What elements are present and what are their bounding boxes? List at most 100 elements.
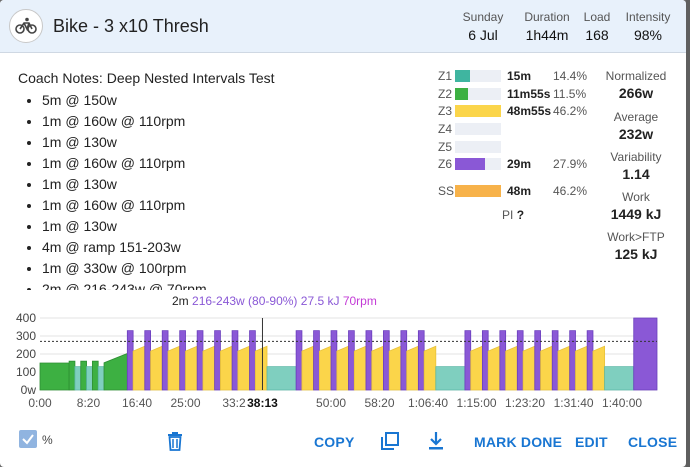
- y-tick-label: 300: [16, 329, 36, 343]
- stat-label: Intensity: [625, 10, 671, 24]
- interval-step: 5m @ 150w: [42, 90, 412, 111]
- zone-bar-track: [455, 105, 501, 117]
- x-tick-label: 58:20: [365, 396, 395, 410]
- download-icon: [429, 432, 443, 450]
- power-chart[interactable]: 400 300 200 100 0w0:00 8:20 16:40 25:00 33:2 38:1…: [0, 306, 686, 414]
- interval-bar: [569, 330, 576, 391]
- interval-bar: [633, 317, 658, 391]
- interval-bar: [97, 366, 105, 391]
- zone-bar-fill: [455, 158, 485, 170]
- copy-icon: [381, 432, 399, 450]
- x-tick-label: 8:20: [77, 396, 101, 410]
- stat-date: Sunday 6 Jul: [458, 10, 508, 43]
- y-tick-label: 0w: [21, 383, 37, 397]
- zone-bar-track: [455, 123, 501, 135]
- metric-label: Work>FTP: [607, 230, 665, 244]
- interval-bar: [417, 330, 425, 391]
- zone-time: 29m: [507, 157, 532, 171]
- y-tick-label: 400: [16, 311, 36, 325]
- y-tick-label: 200: [16, 347, 36, 361]
- interval-step: 1m @ 160w @ 110rpm: [42, 153, 412, 174]
- interval-bar: [371, 345, 384, 391]
- mark-done-button[interactable]: MARK DONE: [474, 434, 563, 450]
- interval-bar: [86, 366, 93, 391]
- x-tick-label: 1:23:20: [505, 396, 545, 410]
- pi-label: PI: [502, 208, 514, 222]
- interval-bar: [551, 330, 559, 391]
- zone-percent: 14.4%: [553, 69, 588, 83]
- interval-bar: [353, 345, 367, 391]
- interval-step: 1m @ 130w: [42, 216, 412, 237]
- zone-label: Z6: [438, 157, 453, 171]
- metric-value: 125 kJ: [614, 246, 658, 262]
- zone-bar-track: [455, 158, 501, 170]
- metric-variability: Variability 1.14: [596, 150, 676, 182]
- interval-bar: [295, 330, 303, 391]
- interval-bar: [575, 345, 588, 391]
- interval-bar: [557, 345, 571, 391]
- dialog-header: Bike - 3 x10 Thresh Sunday 6 Jul Duratio…: [0, 0, 686, 53]
- background-page-edge: [686, 0, 690, 467]
- y-tick-label: 100: [16, 365, 36, 379]
- zone-percent: 46.2%: [553, 184, 588, 198]
- duplicate-button[interactable]: [380, 431, 400, 456]
- interval-bar: [39, 362, 70, 391]
- interval-bar: [185, 345, 198, 391]
- metric-value: 232w: [618, 126, 654, 142]
- stat-value: 168: [585, 27, 609, 43]
- interval-step: 1m @ 160w @ 110rpm: [42, 195, 412, 216]
- hover-work: 27.5 kJ: [300, 294, 340, 308]
- trash-icon: [168, 432, 182, 451]
- interval-bar: [318, 345, 332, 391]
- interval-bar: [144, 330, 151, 391]
- x-tick-label: 25:00: [171, 396, 201, 410]
- interval-bar: [74, 366, 82, 391]
- interval-bar: [220, 345, 233, 391]
- pi-value: ?: [516, 208, 525, 222]
- interval-bar: [534, 330, 541, 391]
- interval-bar: [540, 345, 553, 391]
- metric-average: Average 232w: [596, 110, 676, 142]
- interval-bar: [68, 360, 76, 391]
- close-button[interactable]: CLOSE: [628, 434, 678, 450]
- interval-step: 4m @ ramp 151-203w: [42, 237, 412, 258]
- x-tick-label: 50:00: [316, 396, 346, 410]
- zone-time: 48m55s: [507, 104, 552, 118]
- copy-button[interactable]: COPY: [314, 434, 355, 450]
- interval-step: 1m @ 330w @ 100rpm: [42, 258, 412, 279]
- stat-value: 98%: [633, 27, 663, 43]
- download-button[interactable]: [428, 431, 444, 456]
- zone-label: Z2: [438, 87, 453, 101]
- zone-percent: 27.9%: [553, 157, 588, 171]
- interval-bar: [313, 330, 320, 391]
- edit-button[interactable]: EDIT: [575, 434, 608, 450]
- percent-checkbox[interactable]: [19, 430, 37, 448]
- zone-label: Z4: [438, 122, 453, 136]
- zone-bar-fill: [455, 70, 471, 82]
- bike-icon: [9, 9, 43, 43]
- interval-bar: [237, 345, 250, 391]
- coach-notes-title: Coach Notes: Deep Nested Intervals Test: [18, 70, 275, 86]
- zone-time: 48m: [507, 184, 532, 198]
- interval-bar: [336, 345, 349, 391]
- hover-duration: 2m: [172, 294, 189, 308]
- hover-info: 2m 216-243w (80-90%) 27.5 kJ 70rpm: [172, 294, 377, 308]
- pi-readout: PI ?: [502, 208, 524, 222]
- interval-bar: [406, 345, 419, 391]
- zone-bar-track: [455, 88, 501, 100]
- stat-intensity: Intensity 98%: [622, 10, 674, 43]
- x-tick-label: 1:40:00: [602, 396, 642, 410]
- zone-label: Z1: [438, 69, 453, 83]
- delete-button[interactable]: [166, 431, 184, 456]
- interval-list: 5m @ 150w 1m @ 160w @ 110rpm 1m @ 130w 1…: [22, 90, 412, 290]
- zone-label: Z3: [438, 104, 453, 118]
- interval-bar: [249, 330, 256, 391]
- zone-time: 11m55s: [507, 87, 551, 101]
- zone-bar-fill: [455, 88, 468, 100]
- x-tick-label: 38:13: [247, 396, 278, 410]
- interval-bar: [80, 360, 87, 391]
- interval-bar: [592, 345, 606, 391]
- interval-bar: [301, 345, 314, 391]
- interval-bar: [586, 330, 594, 391]
